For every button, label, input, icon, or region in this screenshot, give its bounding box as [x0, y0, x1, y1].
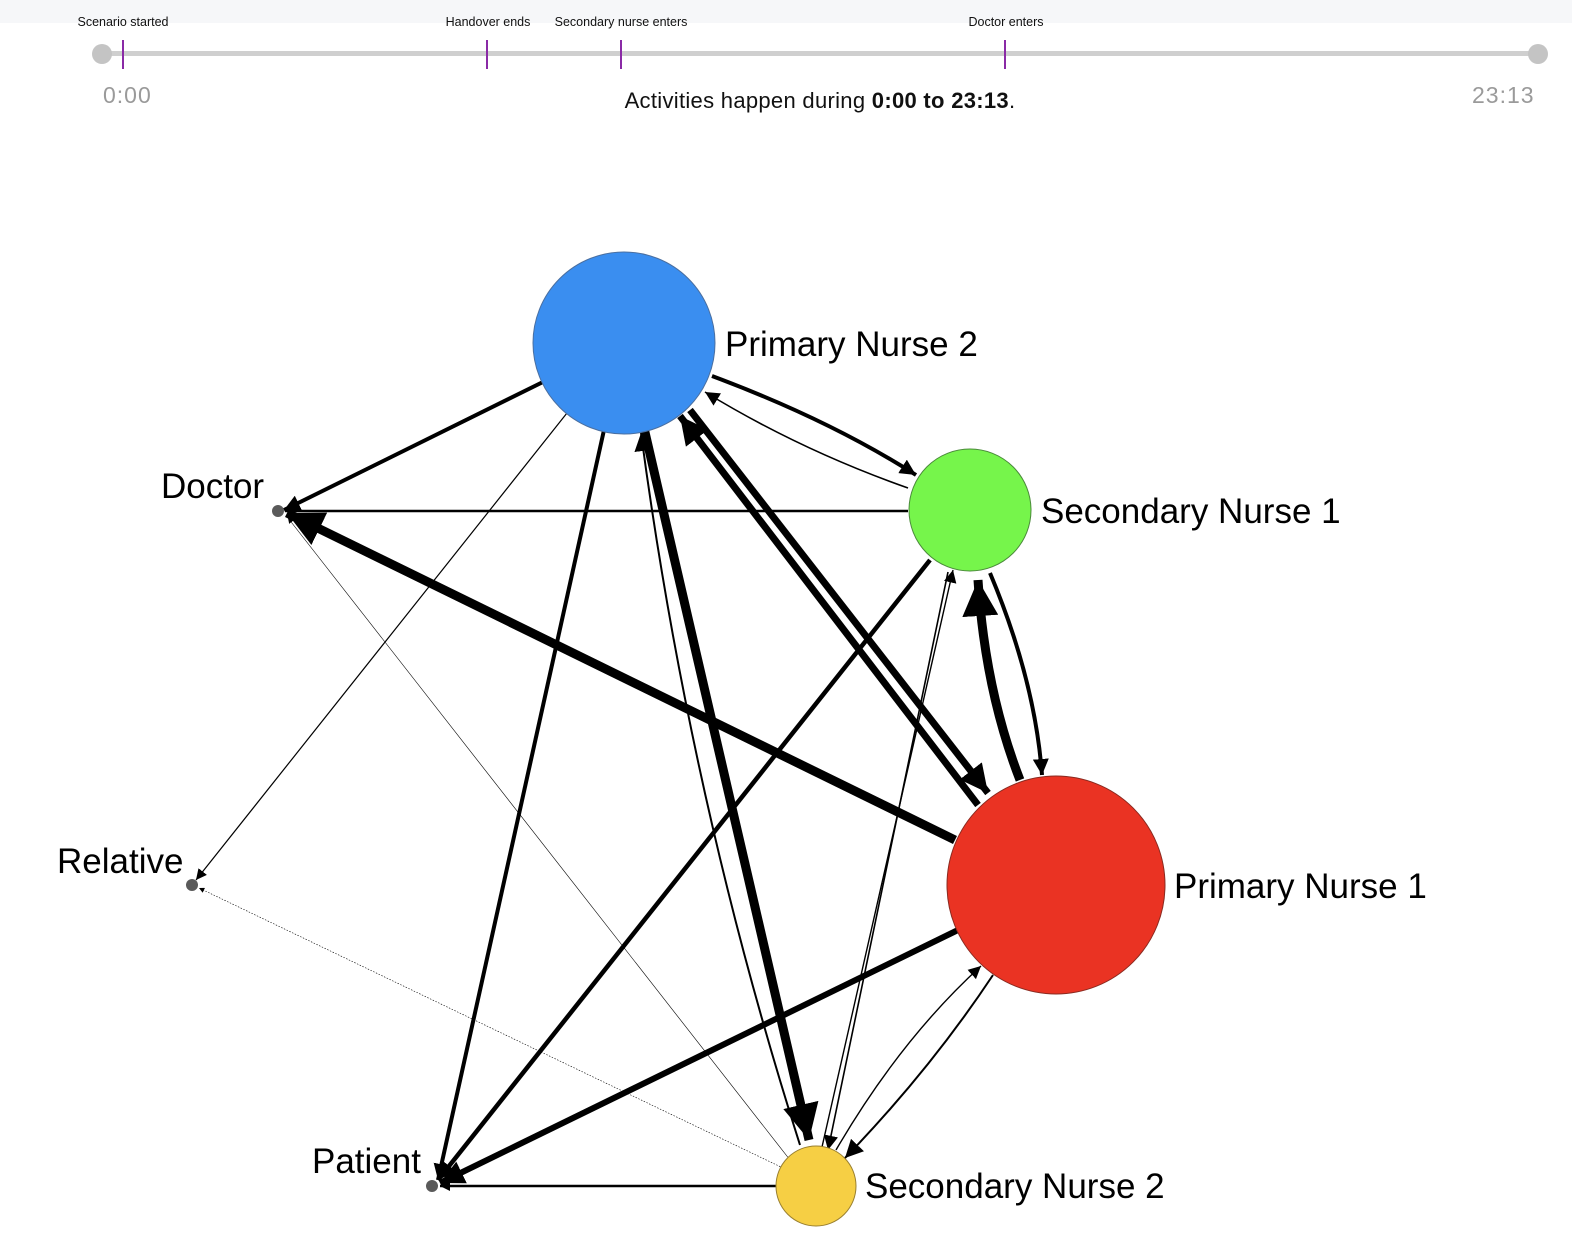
marker-label-scenario-started: Scenario started [77, 15, 169, 29]
edge-pn2-doctor[interactable] [283, 379, 546, 512]
edge-sn2-pn1[interactable] [835, 965, 982, 1151]
marker-tick-doctor-enters[interactable] [1004, 40, 1006, 69]
caption-suffix: . [1008, 88, 1016, 113]
label-secondary-nurse-1: Secondary Nurse 1 [1041, 492, 1341, 531]
edges [195, 374, 1049, 1191]
node-patient[interactable] [426, 1180, 438, 1192]
edge-pn2-sn2[interactable] [639, 426, 819, 1142]
node-relative[interactable] [186, 879, 198, 891]
marker-tick-scenario-started[interactable] [122, 40, 124, 69]
timeline-header-band [0, 0, 1572, 23]
marker-label-secondary-nurse-enters: Secondary nurse enters [554, 15, 688, 29]
edge-sn1-patient[interactable] [436, 558, 932, 1182]
edge-pn2-patient[interactable] [433, 429, 606, 1181]
edge-sn2-sn1[interactable] [821, 569, 957, 1148]
label-doctor: Doctor [161, 467, 264, 506]
label-primary-nurse-2: Primary Nurse 2 [725, 325, 978, 364]
caption-prefix: Activities happen during [624, 88, 872, 113]
timeline-end-handle[interactable] [1528, 44, 1548, 64]
marker-tick-secondary-nurse-enters[interactable] [620, 40, 622, 69]
timeline-end-time: 23:13 [1472, 82, 1535, 108]
edge-sn1-pn2[interactable] [704, 391, 909, 489]
edge-sn1-pn1[interactable] [988, 572, 1049, 776]
edge-pn1-patient[interactable] [438, 927, 960, 1186]
node-secondary-nurse-1[interactable] [908, 448, 1032, 572]
marker-tick-handover-ends[interactable] [486, 40, 488, 69]
edge-pn2-pn1[interactable] [687, 407, 991, 796]
marker-label-handover-ends: Handover ends [445, 15, 531, 29]
edge-sn2-pn2[interactable] [634, 432, 801, 1146]
node-doctor[interactable] [272, 505, 284, 517]
nodes [186, 251, 1166, 1227]
node-primary-nurse-2[interactable] [532, 251, 716, 435]
label-patient: Patient [312, 1142, 421, 1181]
timeline-start-handle[interactable] [92, 44, 112, 64]
node-labels: Primary Nurse 2 Secondary Nurse 1 Primar… [57, 325, 1427, 1206]
node-primary-nurse-1[interactable] [946, 775, 1166, 995]
edge-sn2-relative[interactable] [198, 887, 784, 1169]
edge-pn2-relative[interactable] [195, 412, 568, 881]
caption-range: 0:00 to 23:13 [871, 88, 1009, 113]
label-primary-nurse-1: Primary Nurse 1 [1174, 867, 1427, 906]
time-range-caption: Activities happen during 0:00 to 23:13. [0, 88, 1572, 114]
timeline-start-time: 0:00 [103, 82, 152, 108]
edge-pn1-pn2[interactable] [677, 413, 981, 808]
edge-pn1-sn2[interactable] [844, 974, 994, 1159]
timeline-track[interactable] [102, 51, 1538, 56]
edge-pn2-sn1[interactable] [711, 374, 918, 477]
edge-sn1-sn2[interactable] [823, 571, 949, 1151]
edge-pn1-doctor[interactable] [285, 508, 957, 845]
edge-sn2-doctor[interactable] [287, 517, 791, 1161]
node-secondary-nurse-2[interactable] [775, 1145, 857, 1227]
label-secondary-nurse-2: Secondary Nurse 2 [865, 1167, 1165, 1206]
edge-pn1-sn1[interactable] [962, 579, 1025, 782]
label-relative: Relative [57, 842, 183, 881]
marker-label-doctor-enters: Doctor enters [968, 15, 1044, 29]
